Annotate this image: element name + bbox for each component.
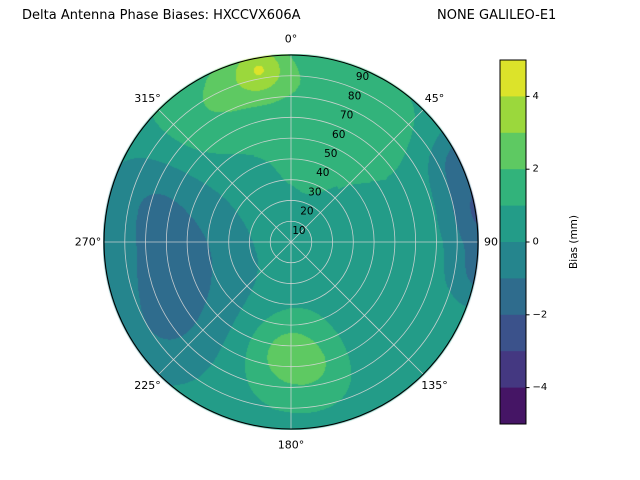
colorbar-segment [500,314,526,352]
grid-spoke [158,109,292,243]
colorbar-tick-label: 4 [533,91,539,102]
angular-tick-label: 45° [425,92,445,105]
colorbar-tick-label: 2 [533,164,539,175]
angular-tick-label: 135° [421,379,448,392]
colorbar-segment [500,351,526,389]
radial-tick-label: 80 [348,90,361,102]
grid-spoke [158,241,292,375]
radial-tick-label: 60 [332,129,345,141]
colorbar-axis-label: Bias (mm) [568,215,580,269]
colorbar-tick-label: 0 [533,237,539,248]
angular-tick-label: 180° [278,439,305,452]
radial-tick-label: 90 [356,71,369,83]
colorbar-tick-label: −4 [533,382,548,393]
angular-tick-label: 315° [134,92,161,105]
angular-tick-label: 0° [285,33,298,46]
colorbar-segment [500,205,526,243]
radial-tick-label: 30 [308,186,321,198]
colorbar-segment [500,278,526,316]
colorbar-segment [500,132,526,170]
colorbar-tick-label: −2 [533,309,548,320]
radial-tick-label: 50 [324,148,337,160]
grid-spoke [290,241,424,375]
colorbar-segment [500,96,526,134]
chart-title-right: NONE GALILEO-E1 [437,8,557,23]
radial-tick-label: 70 [340,110,353,122]
radial-tick-label: 20 [300,206,313,218]
colorbar-segment [500,242,526,279]
radial-tick-label: 40 [316,167,329,179]
colorbar-segment [500,60,526,97]
radial-tick-label: 10 [292,225,305,237]
chart-title-left: Delta Antenna Phase Biases: HXCCVX606A [22,8,301,23]
grid-spoke [290,109,424,243]
angular-tick-label: 225° [134,379,161,392]
angular-tick-label: 90 [484,236,498,249]
angular-tick-label: 270° [75,236,102,249]
colorbar-segment [500,387,526,425]
polar-axis-boundary [103,54,479,430]
colorbar-segment [500,169,526,207]
